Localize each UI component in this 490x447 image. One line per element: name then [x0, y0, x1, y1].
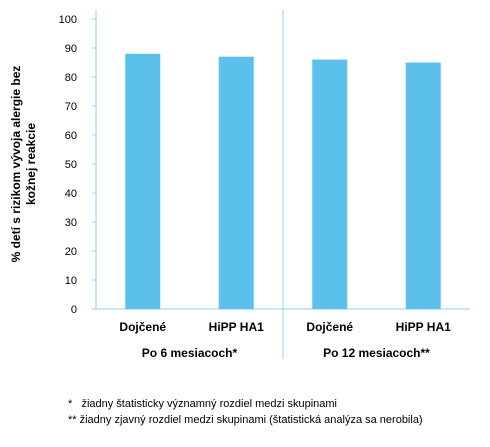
y-axis-title: kožnej reakcie [24, 123, 38, 205]
y-tick-label: 60 [65, 130, 77, 142]
bar [218, 56, 254, 310]
y-axis-title: % detí s rizikom vývoja alergie bez [9, 66, 23, 263]
group-label: Po 12 mesiacoch** [323, 346, 430, 360]
y-tick-label: 10 [65, 275, 77, 287]
bar [405, 62, 441, 309]
y-tick-label: 30 [65, 217, 77, 229]
bars [125, 53, 441, 310]
category-label: HiPP HA1 [209, 320, 264, 334]
y-tick-label: 70 [65, 101, 77, 113]
bar [312, 59, 348, 309]
category-label: Dojčené [306, 320, 353, 334]
y-tick-label: 40 [65, 188, 77, 200]
y-tick-label: 80 [65, 72, 77, 84]
group-label: Po 6 mesiacoch* [142, 346, 238, 360]
bar [125, 53, 161, 309]
labels: Dojčené HiPP HA1 Dojčené HiPP HA1 Po 6 mesia… [9, 66, 451, 360]
y-tick-label: 20 [65, 246, 77, 258]
y-tick-label: 0 [71, 304, 77, 316]
category-label: HiPP HA1 [396, 320, 451, 334]
category-label: Dojčené [119, 320, 166, 334]
footnote-2: ** žiadny zjavný rozdiel medzi skupinami… [68, 414, 423, 426]
y-tick-label: 90 [65, 43, 77, 55]
axes: 0 10 20 30 40 50 60 70 80 90 100 [59, 10, 470, 359]
footnote-1: * žiadny štatisticky významný rozdiel me… [68, 398, 337, 410]
y-tick-label: 100 [59, 14, 77, 26]
y-tick-label: 50 [65, 159, 77, 171]
